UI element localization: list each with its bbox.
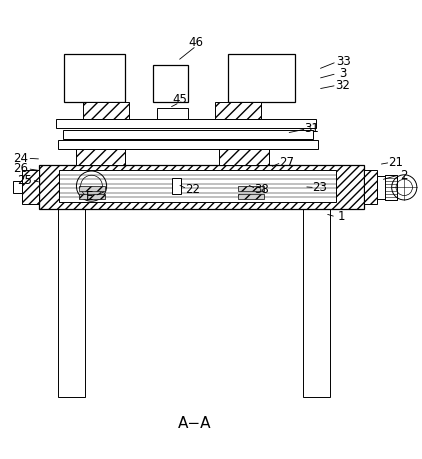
Bar (78, 186, 105, 191)
Bar (238, 194, 264, 199)
Bar (59, 170, 336, 202)
Bar (219, 150, 269, 165)
Text: 23: 23 (313, 181, 327, 194)
Text: 22: 22 (185, 183, 200, 196)
Bar (157, 107, 188, 119)
Bar (385, 174, 397, 200)
Bar (303, 209, 330, 397)
Text: 21: 21 (388, 156, 403, 169)
Bar (22, 170, 39, 204)
Text: 25: 25 (17, 174, 32, 186)
Text: 27: 27 (279, 156, 294, 169)
Text: 45: 45 (172, 93, 187, 106)
Bar (83, 102, 129, 119)
Text: 2: 2 (400, 168, 408, 181)
Bar (377, 176, 385, 199)
Text: A−A: A−A (178, 416, 211, 431)
Bar (64, 54, 125, 102)
Text: 46: 46 (189, 36, 204, 50)
Bar (58, 140, 318, 150)
Bar (39, 165, 364, 209)
Text: 31: 31 (304, 123, 319, 135)
Bar (364, 170, 377, 204)
Bar (172, 178, 181, 194)
Bar (58, 209, 85, 397)
Text: 33: 33 (335, 56, 350, 68)
Bar (63, 130, 313, 139)
Bar (228, 54, 295, 102)
Bar (78, 194, 105, 199)
Bar (215, 102, 261, 119)
Text: 26: 26 (13, 162, 28, 175)
Text: 24: 24 (13, 152, 28, 165)
Bar (238, 186, 264, 191)
Text: 32: 32 (335, 79, 351, 92)
Text: E: E (86, 190, 93, 203)
Bar (76, 150, 125, 165)
Text: 38: 38 (254, 183, 269, 196)
Bar (153, 65, 187, 102)
Bar (13, 181, 22, 193)
Bar (56, 119, 316, 129)
Text: 3: 3 (339, 67, 347, 80)
Text: 1: 1 (337, 210, 345, 224)
